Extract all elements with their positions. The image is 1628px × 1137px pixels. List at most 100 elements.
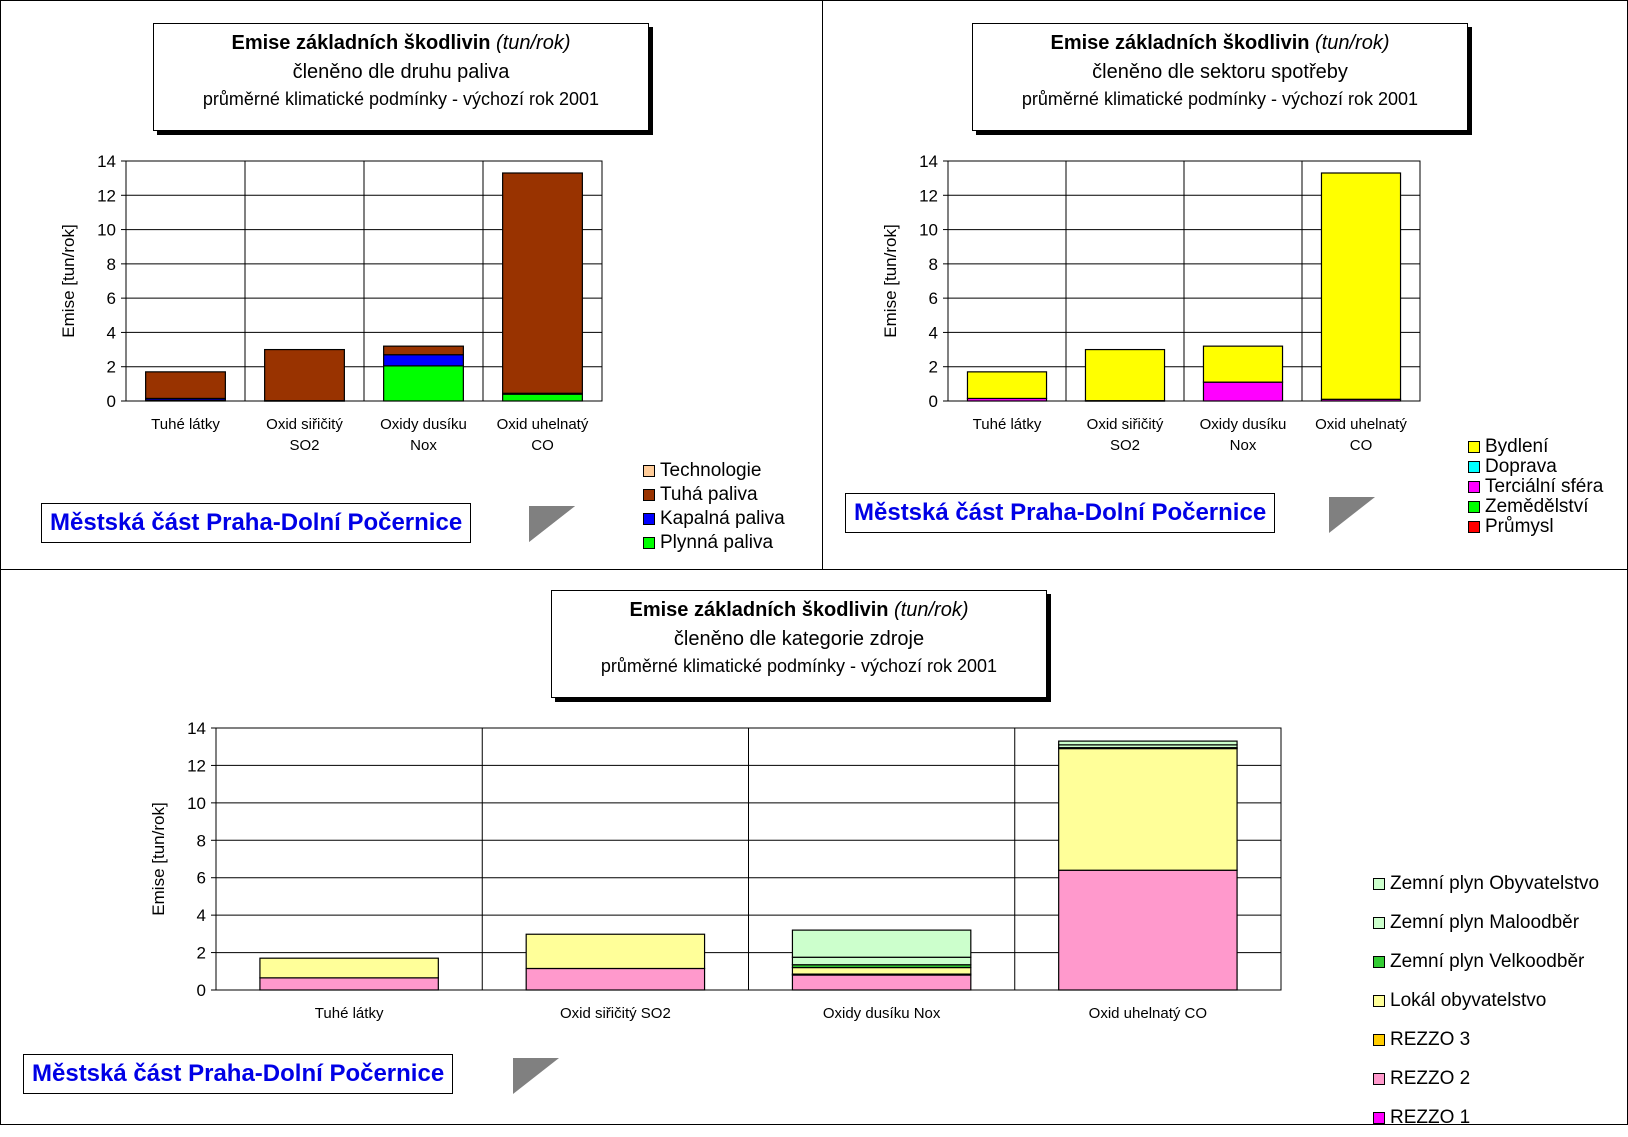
legend-item: Zemní plyn Obyvatelstvo [1373,864,1599,903]
chart-title-box: Emise základních škodlivin (tun/rok) čle… [972,23,1468,131]
legend-item: REZZO 3 [1373,1020,1599,1059]
legend-item: Terciální sféra [1468,476,1603,497]
chart-title-box: Emise základních škodlivin (tun/rok) čle… [153,23,649,131]
bar-segment [525,933,706,970]
legend-item: Kapalná paliva [643,507,785,531]
bar-segment [525,967,706,991]
bar-segment [1058,740,1238,746]
bar-segment [791,974,972,991]
legend-label: Průmysl [1485,516,1554,537]
y-axis-label: Emise [tun/rok] [881,224,900,337]
chart-subtitle-2: průměrné klimatické podmínky - výchozí r… [202,89,600,109]
legend-item: Lokál obyvatelstvo [1373,981,1599,1020]
chart-plot-source: 0 2 4 6 8 10 12 14 Emise [tun/rok] Tuhé látky Oxid… [149,719,1282,1022]
legend-swatch [643,537,655,549]
legend-swatch [643,489,655,501]
chart-subtitle: členěno dle sektoru spotřeby [1092,61,1348,83]
legend-label: Lokál obyvatelstvo [1390,989,1547,1011]
chart-legend: Bydlení Doprava Terciální sféra Zemědělství… [1468,436,1603,537]
y-tick-label: 12 [187,756,206,775]
bar-segment [1202,345,1284,383]
location-wedge [1329,497,1375,533]
y-tick-label: 8 [197,831,206,850]
chart-legend: Zemní plyn Obyvatelstvo Zemní plyn Malood… [1373,864,1599,1137]
chart-plot-fuel: 0 2 4 6 8 10 12 14 Emise [tun/rok] Tuhé látky Oxid… [59,152,603,454]
bar-segment [383,345,464,356]
legend-item: REZZO 2 [1373,1059,1599,1098]
x-tick-label: Oxid siřičitý [266,416,343,433]
legend-label: REZZO 3 [1390,1028,1471,1050]
legend-item: Zemní plyn Maloodběr [1373,903,1599,942]
y-tick-label: 4 [929,323,938,342]
bar-segment [383,354,464,367]
chart-panel-fuel: Emise základních škodlivin (tun/rok) čle… [0,0,823,570]
chart-subtitle-2: průměrné klimatické podmínky - výchozí r… [1021,89,1419,109]
y-tick-label: 4 [197,906,206,925]
legend-swatch [1373,955,1385,968]
x-tick-label: Oxidy dusíku [380,416,467,433]
chart-subtitle: členěno dle druhu paliva [292,61,510,83]
legend-item: Doprava [1468,456,1603,477]
legend-swatch [1373,877,1385,890]
bar-segment [791,956,972,966]
y-tick-label: 14 [187,719,206,738]
chart-panel-source: Emise základních škodlivin (tun/rok) čle… [0,569,1628,1128]
x-tick-label: Oxid siřičitý [1087,416,1164,433]
bar-segment [1202,381,1284,402]
bar-segment [966,371,1048,400]
legend-swatch [1373,916,1385,929]
bar-segment [791,966,972,975]
y-tick-label: 8 [929,255,938,274]
legend-label: REZZO 1 [1390,1106,1471,1128]
legend-label: REZZO 2 [1390,1067,1471,1089]
chart-title: Emise základních škodlivin (tun/rok) [1050,32,1390,54]
legend-label: Zemní plyn Velkoodběr [1390,950,1585,972]
bar-segment [1320,172,1402,400]
bar-segment [259,977,439,991]
legend-label: Kapalná paliva [660,508,785,529]
y-tick-label: 0 [197,981,206,1000]
y-tick-label: 14 [97,152,116,171]
legend-item: Technologie [643,459,785,483]
chart-subtitle-2: průměrné klimatické podmínky - výchozí r… [600,656,998,676]
legend-swatch [1468,481,1480,493]
legend-label: Zemní plyn Obyvatelstvo [1390,872,1600,894]
legend-item: Průmysl [1468,516,1603,537]
location-wedge [529,506,575,542]
legend-swatch [1468,441,1480,453]
y-tick-label: 4 [107,323,116,342]
legend-swatch [1468,521,1480,533]
x-tick-label: SO2 [289,437,319,454]
x-tick-label: Tuhé látky [151,416,220,433]
chart-plot-sector: 0 2 4 6 8 10 12 14 Emise [tun/rok] Tuhé látky Oxid… [881,152,1421,454]
x-tick-label: CO [531,437,554,454]
bar-segment [264,348,345,402]
bar-segment [383,365,464,402]
location-wedge [513,1058,559,1094]
bar-segment [1058,747,1238,871]
legend-label: Zemědělství [1485,496,1589,517]
legend-item: Bydlení [1468,436,1603,457]
chart-subtitle: členěno dle kategorie zdroje [673,628,925,650]
legend-label: Tuhá paliva [660,484,758,505]
legend-label: Bydlení [1485,436,1549,457]
y-tick-label: 8 [107,255,116,274]
legend-label: Doprava [1485,456,1557,477]
y-axis-label: Emise [tun/rok] [149,802,168,915]
x-tick-label: Nox [1230,437,1257,454]
legend-item: Zemědělství [1468,496,1603,517]
y-tick-label: 6 [197,869,206,888]
x-tick-label: Tuhé látky [973,416,1042,433]
legend-label: Technologie [660,460,762,481]
x-tick-label: SO2 [1110,437,1140,454]
x-tick-label: Oxid uhelnatý [497,416,589,433]
y-tick-label: 14 [919,152,938,171]
chart-panel-sector: Emise základních škodlivin (tun/rok) čle… [822,0,1628,570]
legend-label: Zemní plyn Maloodběr [1390,911,1580,933]
x-tick-label: Tuhé látky [315,1005,384,1022]
chart-title: Emise základních škodlivin (tun/rok) [231,32,571,54]
y-tick-label: 6 [929,289,938,308]
x-tick-label: Oxidy dusíku [1200,416,1287,433]
y-tick-label: 12 [919,186,938,205]
y-axis-label: Emise [tun/rok] [59,224,78,337]
